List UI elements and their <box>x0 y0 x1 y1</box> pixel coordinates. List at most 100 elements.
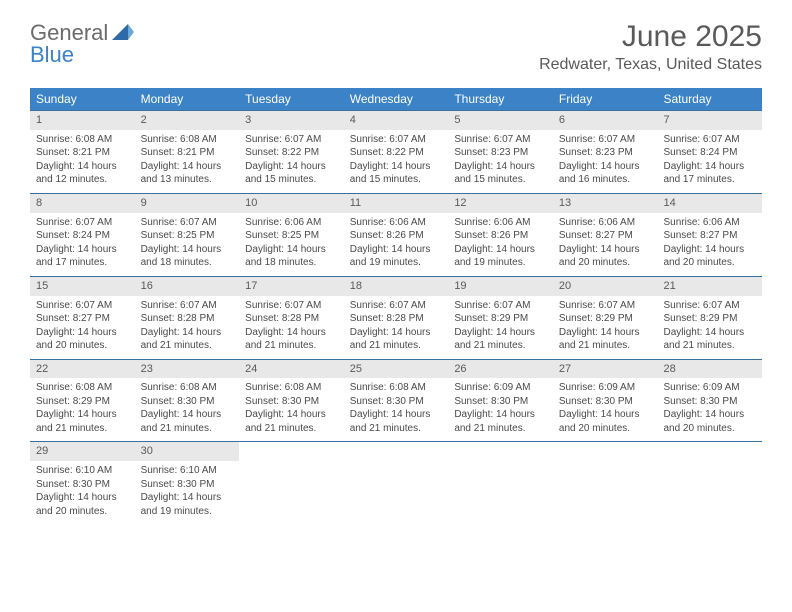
daylight-line: Daylight: 14 hours and 20 minutes. <box>663 243 756 270</box>
day-cell <box>448 442 553 524</box>
sunrise-line: Sunrise: 6:09 AM <box>559 381 652 395</box>
daylight-line: Daylight: 14 hours and 21 minutes. <box>559 326 652 353</box>
day-cell: 16 Sunrise: 6:07 AMSunset: 8:28 PMDayligh… <box>135 277 240 359</box>
day-detail: Sunrise: 6:07 AMSunset: 8:29 PMDaylight:… <box>448 299 553 353</box>
sunset-line: Sunset: 8:23 PM <box>454 146 547 160</box>
week-row: 15 Sunrise: 6:07 AM Sunset: 8:27 PM Dayligh… <box>30 276 762 359</box>
day-cell: 27Sunrise: 6:09 AMSunset: 8:30 PMDayligh… <box>553 360 658 442</box>
daylight-line: Daylight: 14 hours and 20 minutes. <box>559 408 652 435</box>
day-number: 16 <box>135 277 240 296</box>
daylight-line: Daylight: 14 hours and 15 minutes. <box>454 160 547 187</box>
sunset-line: Sunset: 8:29 PM <box>36 395 129 409</box>
daylight-line: Daylight: 14 hours and 21 minutes. <box>454 408 547 435</box>
sunset-line: Sunset: 8:25 PM <box>245 229 338 243</box>
day-detail: Sunrise: 6:06 AMSunset: 8:27 PMDaylight:… <box>553 216 658 270</box>
daylight-line: Daylight: 14 hours and 19 minutes. <box>141 491 234 518</box>
sunrise-line: Sunrise: 6:07 AM <box>141 216 234 230</box>
day-detail: Sunrise: 6:06 AMSunset: 8:26 PMDaylight:… <box>344 216 449 270</box>
daylight-line: Daylight: 14 hours and 21 minutes. <box>245 326 338 353</box>
sunrise-line: Sunrise: 6:07 AM <box>454 133 547 147</box>
daylight-line: Daylight: 14 hours and 20 minutes. <box>36 491 129 518</box>
day-number: 27 <box>553 360 658 379</box>
weekday-header: Wednesday <box>344 88 449 110</box>
day-detail: Sunrise: 6:07 AMSunset: 8:22 PMDaylight:… <box>344 133 449 187</box>
week-row: 22 Sunrise: 6:08 AM Sunset: 8:29 PM Dayligh… <box>30 359 762 442</box>
day-detail: Sunrise: 6:07 AMSunset: 8:28 PMDaylight:… <box>135 299 240 353</box>
weekday-header: Thursday <box>448 88 553 110</box>
daylight-line: Daylight: 14 hours and 18 minutes. <box>141 243 234 270</box>
sunrise-line: Sunrise: 6:08 AM <box>141 381 234 395</box>
sunset-line: Sunset: 8:23 PM <box>559 146 652 160</box>
day-number: 22 <box>30 360 135 379</box>
day-number: 1 <box>30 111 135 130</box>
sunset-line: Sunset: 8:29 PM <box>663 312 756 326</box>
sunset-line: Sunset: 8:27 PM <box>36 312 129 326</box>
day-cell <box>344 442 449 524</box>
sunset-line: Sunset: 8:30 PM <box>36 478 129 492</box>
day-cell: 9Sunrise: 6:07 AMSunset: 8:25 PMDaylight… <box>135 194 240 276</box>
day-number: 24 <box>239 360 344 379</box>
sunset-line: Sunset: 8:28 PM <box>141 312 234 326</box>
day-number: 6 <box>553 111 658 130</box>
location: Redwater, Texas, United States <box>539 56 762 74</box>
day-detail: Sunrise: 6:08 AMSunset: 8:30 PMDaylight:… <box>135 381 240 435</box>
day-number: 10 <box>239 194 344 213</box>
logo-triangle-icon <box>112 20 134 46</box>
weekday-header: Saturday <box>657 88 762 110</box>
sunrise-line: Sunrise: 6:07 AM <box>141 299 234 313</box>
daylight-line: Daylight: 14 hours and 21 minutes. <box>350 326 443 353</box>
day-cell: 6Sunrise: 6:07 AMSunset: 8:23 PMDaylight… <box>553 111 658 193</box>
week-row: 1Sunrise: 6:08 AMSunset: 8:21 PMDaylight… <box>30 110 762 193</box>
day-cell: 3Sunrise: 6:07 AMSunset: 8:22 PMDaylight… <box>239 111 344 193</box>
header: General June 2025 Redwater, Texas, Unite… <box>0 0 792 82</box>
day-cell: 26Sunrise: 6:09 AMSunset: 8:30 PMDayligh… <box>448 360 553 442</box>
sunrise-line: Sunrise: 6:07 AM <box>350 299 443 313</box>
day-detail: Sunrise: 6:07 AMSunset: 8:29 PMDaylight:… <box>657 299 762 353</box>
sunrise-line: Sunrise: 6:06 AM <box>350 216 443 230</box>
day-detail: Sunrise: 6:07 AMSunset: 8:22 PMDaylight:… <box>239 133 344 187</box>
sunrise-line: Sunrise: 6:10 AM <box>141 464 234 478</box>
daylight-line: Daylight: 14 hours and 19 minutes. <box>454 243 547 270</box>
sunrise-line: Sunrise: 6:07 AM <box>350 133 443 147</box>
sunrise-line: Sunrise: 6:08 AM <box>245 381 338 395</box>
day-detail: Sunrise: 6:07 AMSunset: 8:25 PMDaylight:… <box>135 216 240 270</box>
day-number: 17 <box>239 277 344 296</box>
day-detail: Sunrise: 6:07 AMSunset: 8:29 PMDaylight:… <box>553 299 658 353</box>
day-cell: 18Sunrise: 6:07 AMSunset: 8:28 PMDayligh… <box>344 277 449 359</box>
sunset-line: Sunset: 8:24 PM <box>663 146 756 160</box>
day-cell: 11 Sunrise: 6:06 AMSunset: 8:26 PMDayligh… <box>344 194 449 276</box>
day-detail: Sunrise: 6:08 AMSunset: 8:30 PMDaylight:… <box>344 381 449 435</box>
day-detail: Sunrise: 6:10 AMSunset: 8:30 PMDaylight:… <box>30 464 135 518</box>
day-number: 20 <box>553 277 658 296</box>
day-detail: Sunrise: 6:10 AMSunset: 8:30 PMDaylight:… <box>135 464 240 518</box>
day-number: 15 <box>30 277 135 296</box>
day-number: 25 <box>344 360 449 379</box>
weekday-header: Monday <box>135 88 240 110</box>
day-detail: Sunrise: 6:07 AMSunset: 8:28 PMDaylight:… <box>239 299 344 353</box>
day-cell: 22Sunrise: 6:08 AMSunset: 8:29 PMDayligh… <box>30 360 135 442</box>
day-number: 21 <box>657 277 762 296</box>
day-detail: Sunrise: 6:07 AMSunset: 8:24 PMDaylight:… <box>30 216 135 270</box>
day-cell: 28Sunrise: 6:09 AMSunset: 8:30 PMDayligh… <box>657 360 762 442</box>
day-cell: 17 Sunrise: 6:07 AMSunset: 8:28 PMDayligh… <box>239 277 344 359</box>
daylight-line: Daylight: 14 hours and 18 minutes. <box>245 243 338 270</box>
day-cell <box>239 442 344 524</box>
sunrise-line: Sunrise: 6:08 AM <box>36 133 129 147</box>
day-number: 11 <box>344 194 449 213</box>
day-cell: 29Sunrise: 6:10 AMSunset: 8:30 PMDayligh… <box>30 442 135 524</box>
sunset-line: Sunset: 8:29 PM <box>454 312 547 326</box>
day-number: 12 <box>448 194 553 213</box>
day-cell: 23Sunrise: 6:08 AMSunset: 8:30 PMDayligh… <box>135 360 240 442</box>
week-row: 29Sunrise: 6:10 AMSunset: 8:30 PMDayligh… <box>30 441 762 524</box>
daylight-line: Daylight: 14 hours and 21 minutes. <box>141 326 234 353</box>
sunset-line: Sunset: 8:26 PM <box>454 229 547 243</box>
day-detail: Sunrise: 6:06 AMSunset: 8:26 PMDaylight:… <box>448 216 553 270</box>
sunrise-line: Sunrise: 6:06 AM <box>559 216 652 230</box>
day-detail: Sunrise: 6:08 AMSunset: 8:21 PMDaylight:… <box>135 133 240 187</box>
sunrise-line: Sunrise: 6:08 AM <box>350 381 443 395</box>
sunrise-line: Sunrise: 6:06 AM <box>245 216 338 230</box>
sunset-line: Sunset: 8:28 PM <box>245 312 338 326</box>
day-number: 14 <box>657 194 762 213</box>
sunrise-line: Sunrise: 6:07 AM <box>245 299 338 313</box>
sunset-line: Sunset: 8:27 PM <box>663 229 756 243</box>
